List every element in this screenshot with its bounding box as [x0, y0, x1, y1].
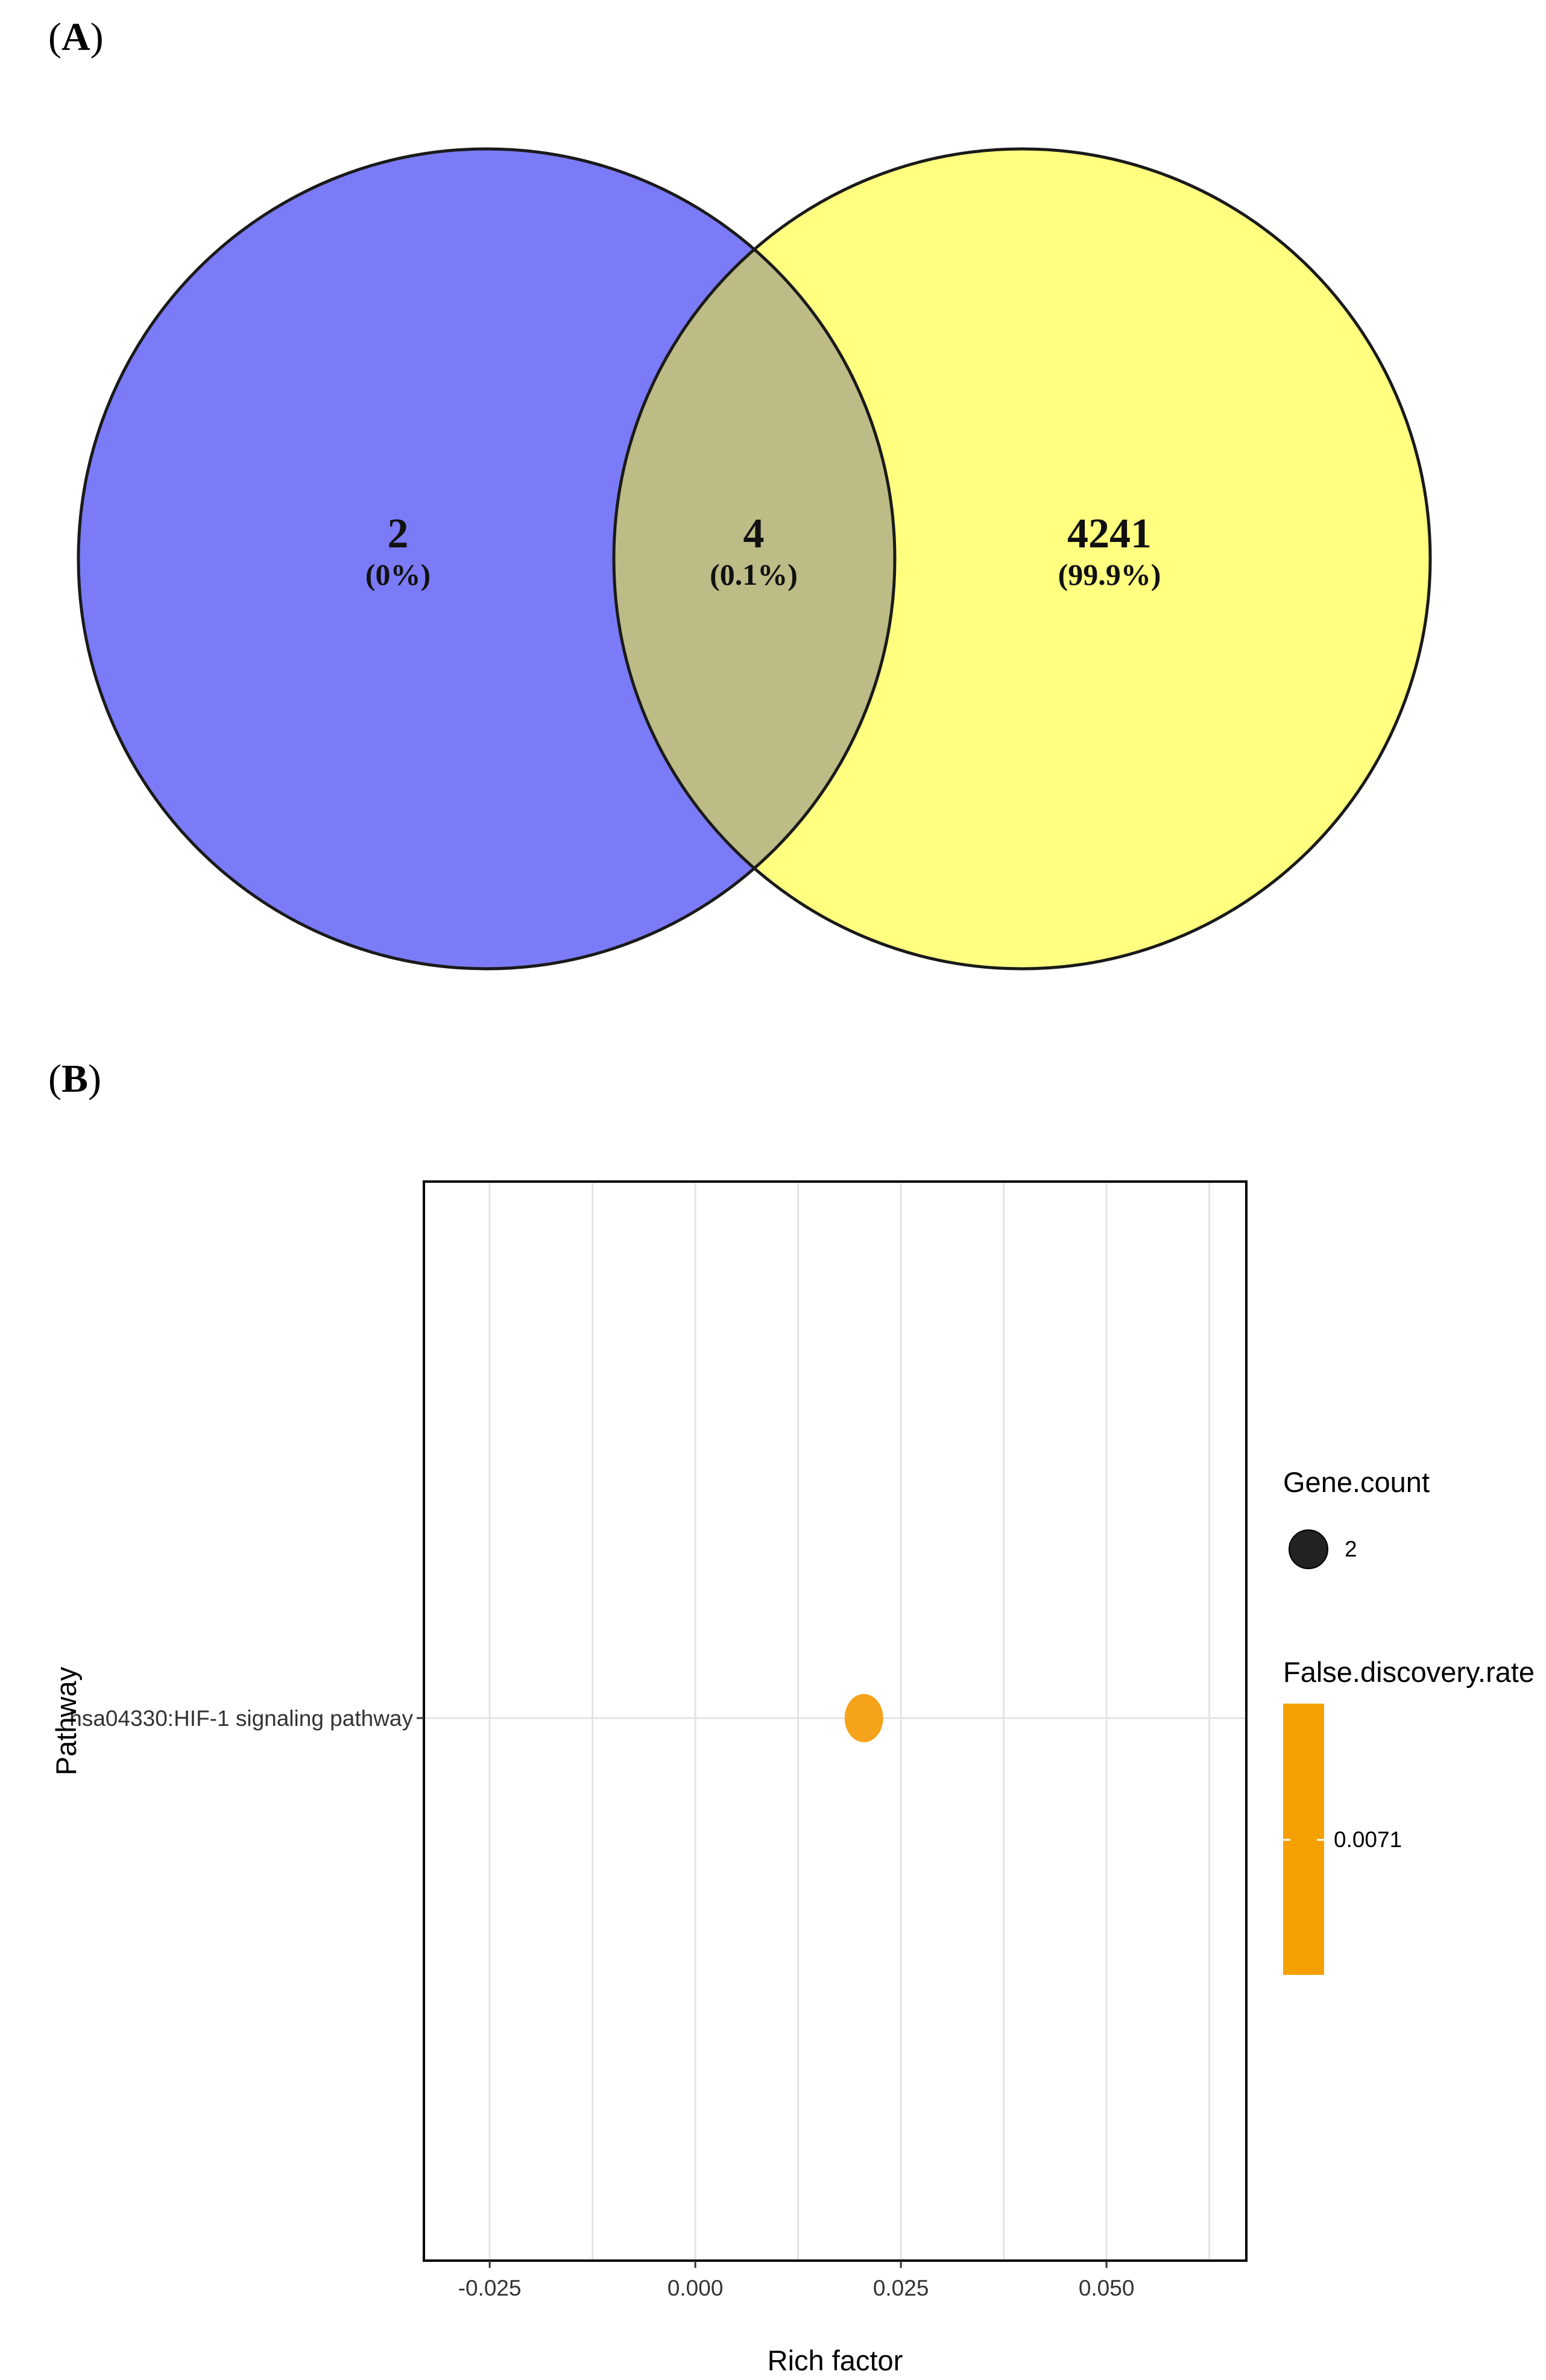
legend-size-label: 2 — [1345, 1537, 1357, 1561]
y-tick-label: hsa04330:HIF-1 signaling pathway — [69, 1706, 413, 1731]
venn-intersection-percent: (0.1%) — [710, 558, 798, 591]
plot-panel — [424, 1182, 1246, 2261]
legend-size-key — [1289, 1529, 1328, 1569]
venn-intersection-count: 4 — [743, 511, 765, 557]
legend-color-label: 0.0071 — [1334, 1827, 1402, 1852]
venn-overlap-region — [614, 149, 895, 969]
legend-size-title: Gene.count — [1283, 1466, 1430, 1498]
venn-diagram: 2 (0%) 4 (0.1%) 4241 (99.9%) — [77, 147, 1432, 971]
y-axis-ticks: hsa04330:HIF-1 signaling pathway — [69, 1706, 424, 1731]
panel-a-label: (A) — [48, 15, 104, 59]
x-tick-label: 0.000 — [667, 2276, 724, 2300]
x-tick-label: -0.025 — [458, 2276, 522, 2300]
x-tick-label: 0.025 — [873, 2276, 929, 2300]
enrichment-plot: -0.025 0.000 0.025 0.050 hsa04330:HIF-1 sig… — [50, 1180, 1535, 2376]
pathway-point — [844, 1694, 883, 1742]
y-axis-title: Pathway — [50, 1666, 82, 1775]
venn-left-percent: (0%) — [365, 558, 431, 591]
grid-lines — [424, 1182, 1246, 2261]
venn-left-outline — [77, 147, 897, 971]
venn-right-outline — [612, 147, 1432, 971]
venn-right-percent: (99.9%) — [1058, 558, 1161, 591]
x-axis-ticks: -0.025 0.000 0.025 0.050 — [458, 2261, 1135, 2300]
x-axis-title: Rich factor — [768, 2344, 903, 2376]
panel-b-label: (B) — [48, 1057, 101, 1101]
venn-left-count: 2 — [388, 511, 409, 557]
venn-right-count: 4241 — [1067, 511, 1152, 557]
data-points — [844, 1694, 883, 1742]
plot-border — [423, 1180, 1248, 2262]
x-tick-label: 0.050 — [1079, 2276, 1135, 2300]
legend-color-title: False.discovery.rate — [1283, 1656, 1535, 1688]
